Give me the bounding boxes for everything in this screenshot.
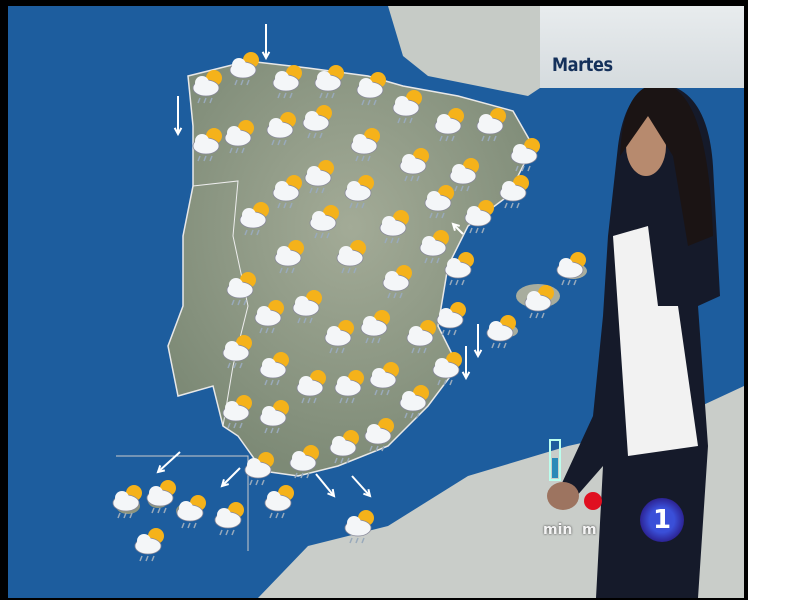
wind-arrow-icon (315, 473, 335, 497)
sun-cloud-rain-icon (449, 158, 479, 192)
wind-arrow-head (363, 488, 372, 498)
sun-cloud-rain-icon (192, 70, 222, 104)
sun-cloud-rain-icon (382, 265, 412, 299)
sun-cloud-rain-icon (344, 175, 374, 209)
sun-cloud-rain-icon (226, 272, 256, 306)
sun-cloud-rain-icon (272, 65, 302, 99)
sun-cloud-rain-icon (302, 105, 332, 139)
wind-arrow-icon (157, 451, 181, 473)
sun-cloud-rain-icon (329, 430, 359, 464)
sun-cloud-rain-icon (464, 200, 494, 234)
day-banner (540, 6, 744, 88)
sun-cloud-rain-icon (146, 480, 176, 514)
wind-arrow-head (156, 465, 166, 474)
sun-cloud-rain-icon (222, 395, 252, 429)
sun-cloud-rain-icon (436, 302, 466, 336)
sun-cloud-rain-icon (222, 335, 252, 369)
sun-cloud-rain-icon (360, 310, 390, 344)
sun-cloud-rain-icon (334, 370, 364, 404)
sun-cloud-rain-icon (369, 362, 399, 396)
sun-cloud-rain-icon (399, 148, 429, 182)
wind-arrow-head (451, 222, 460, 231)
wind-arrow-head (473, 349, 483, 359)
sun-cloud-rain-icon (499, 175, 529, 209)
temperature-legend (549, 439, 602, 510)
sun-cloud-rain-icon (524, 285, 554, 319)
weather-map (112, 6, 744, 598)
sun-cloud-rain-icon (476, 108, 506, 142)
sun-cloud-rain-icon (406, 320, 436, 354)
sun-cloud-rain-icon (510, 138, 540, 172)
sun-cloud-rain-icon (486, 315, 516, 349)
sun-cloud-rain-icon (244, 452, 274, 486)
sun-cloud-rain-icon (336, 240, 366, 274)
sun-cloud-rain-icon (274, 240, 304, 274)
sun-cloud-rain-icon (444, 252, 474, 286)
sun-cloud-rain-icon (399, 385, 429, 419)
day-label: Martes (552, 54, 613, 76)
wind-arrow-icon (452, 223, 464, 235)
sun-cloud-rain-icon (259, 400, 289, 434)
sun-cloud-rain-icon (324, 320, 354, 354)
tve1-logo: 1 (640, 498, 684, 542)
sun-cloud-rain-icon (296, 370, 326, 404)
wind-arrow-head (327, 488, 336, 498)
sun-cloud-rain-icon (424, 185, 454, 219)
sun-cloud-rain-icon (239, 202, 269, 236)
sun-cloud-rain-icon (432, 352, 462, 386)
sun-cloud-rain-icon (266, 112, 296, 146)
sun-cloud-rain-icon (556, 252, 586, 286)
sun-cloud-rain-icon (304, 160, 334, 194)
canary-inset-lines (116, 455, 249, 551)
presenter (547, 83, 720, 598)
sun-cloud-rain-icon (134, 528, 164, 562)
sun-cloud-rain-icon (259, 352, 289, 386)
weather-broadcast: Martes min m 1 (8, 6, 744, 598)
wind-arrow-head (220, 479, 229, 488)
wind-arrow-head (461, 371, 471, 381)
sun-cloud-rain-icon (434, 108, 464, 142)
sun-cloud-rain-icon (112, 485, 142, 519)
sun-cloud-rain-icon (272, 175, 302, 209)
sun-cloud-rain-icon (292, 290, 322, 324)
wind-arrow-head (261, 51, 271, 61)
sun-cloud-rain-icon (392, 90, 422, 124)
sun-cloud-rain-icon (289, 445, 319, 479)
sun-cloud-rain-icon (264, 485, 294, 519)
sun-cloud-rain-icon (356, 72, 386, 106)
sun-cloud-rain-icon (344, 510, 374, 544)
portugal-border (192, 180, 249, 427)
legend-max-label: m (582, 522, 597, 538)
sun-cloud-rain-icon (254, 300, 284, 334)
wind-arrow-icon (221, 467, 241, 487)
wind-arrow-icon (351, 475, 371, 497)
sun-cloud-rain-icon (176, 495, 206, 529)
sun-cloud-rain-icon (419, 230, 449, 264)
sun-cloud-rain-icon (309, 205, 339, 239)
sun-cloud-rain-icon (379, 210, 409, 244)
sun-cloud-rain-icon (364, 418, 394, 452)
sun-cloud-rain-icon (229, 52, 259, 86)
sun-cloud-rain-icon (314, 65, 344, 99)
france-landmass (388, 6, 540, 96)
wind-arrow-head (173, 127, 183, 137)
sun-cloud-rain-icon (224, 120, 254, 154)
sun-cloud-rain-icon (214, 502, 244, 536)
sun-cloud-rain-icon (350, 128, 380, 162)
sun-cloud-rain-icon (192, 128, 222, 162)
legend-min-label: min (543, 522, 573, 538)
